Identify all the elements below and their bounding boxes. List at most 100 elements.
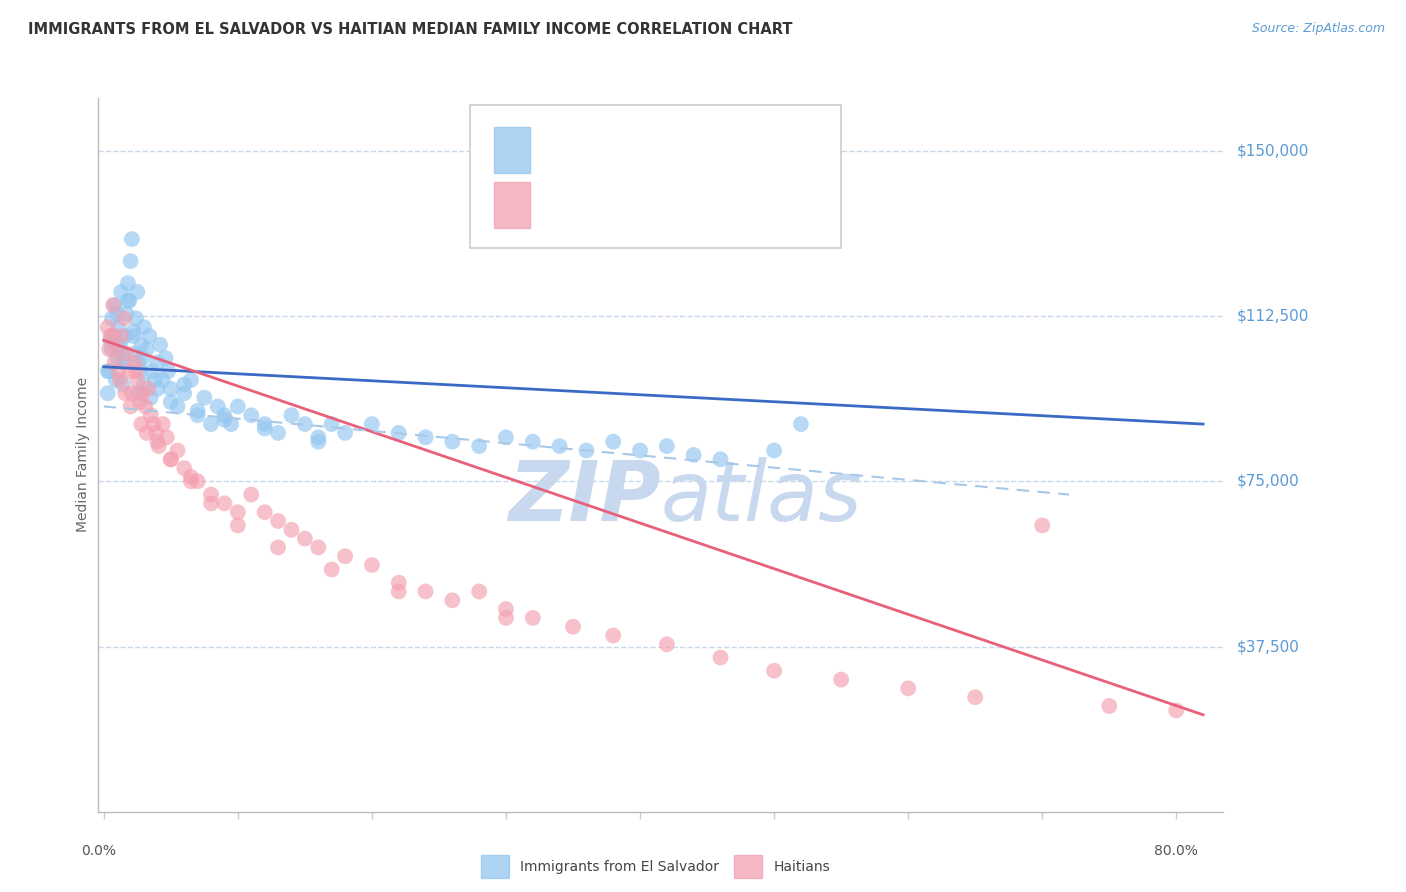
Point: [122, 325, 145, 339]
Text: N = 90: N = 90: [711, 141, 772, 159]
Point: [152, 417, 174, 431]
Point: [100, 329, 122, 343]
Point: [101, 329, 124, 343]
Point: [415, 584, 437, 599]
FancyBboxPatch shape: [470, 105, 841, 248]
Point: [200, 417, 222, 431]
Point: [107, 364, 129, 378]
Point: [98, 364, 121, 378]
Point: [120, 254, 142, 268]
Point: [495, 602, 517, 616]
Point: [214, 412, 236, 426]
Point: [562, 620, 585, 634]
Point: [136, 382, 159, 396]
Point: [709, 452, 731, 467]
Point: [159, 452, 181, 467]
Point: [240, 409, 263, 423]
Point: [280, 409, 302, 423]
Point: [1031, 518, 1053, 533]
Point: [143, 373, 166, 387]
Text: $112,500: $112,500: [1237, 309, 1309, 324]
Point: [187, 475, 209, 489]
Point: [146, 382, 169, 396]
Point: [602, 434, 624, 449]
Bar: [495, 127, 530, 173]
Text: Source: ZipAtlas.com: Source: ZipAtlas.com: [1251, 22, 1385, 36]
Point: [441, 434, 464, 449]
Point: [148, 439, 170, 453]
Point: [159, 452, 181, 467]
Point: [219, 417, 242, 431]
Bar: [734, 855, 762, 878]
Point: [180, 475, 202, 489]
Point: [965, 690, 987, 705]
Point: [103, 329, 125, 343]
Point: [388, 584, 411, 599]
Point: [114, 329, 136, 343]
Point: [166, 443, 188, 458]
Point: [388, 575, 411, 590]
Point: [145, 425, 167, 440]
Point: [173, 461, 195, 475]
Point: [361, 417, 384, 431]
Point: [146, 434, 169, 449]
Point: [104, 373, 127, 387]
Text: 0.0%: 0.0%: [82, 844, 115, 858]
Point: [682, 448, 704, 462]
Point: [128, 355, 150, 369]
Point: [112, 311, 135, 326]
Point: [107, 320, 129, 334]
Text: $150,000: $150,000: [1237, 144, 1309, 159]
Point: [790, 417, 813, 431]
Point: [117, 276, 139, 290]
Point: [307, 434, 329, 449]
Point: [125, 364, 148, 378]
Point: [108, 342, 131, 356]
Point: [361, 558, 384, 572]
Point: [267, 514, 290, 528]
Point: [830, 673, 852, 687]
Point: [155, 351, 177, 365]
Point: [159, 395, 181, 409]
Point: [97, 364, 120, 378]
Point: [129, 364, 152, 378]
Point: [468, 584, 491, 599]
Point: [1098, 698, 1121, 713]
Point: [200, 496, 222, 510]
Point: [134, 400, 156, 414]
Point: [468, 439, 491, 453]
Point: [253, 505, 276, 519]
Y-axis label: Median Family Income: Median Family Income: [76, 377, 90, 533]
Point: [110, 329, 132, 343]
Text: 80.0%: 80.0%: [1154, 844, 1198, 858]
Point: [333, 425, 356, 440]
Point: [103, 298, 125, 312]
Point: [131, 338, 153, 352]
Point: [139, 391, 162, 405]
Point: [138, 329, 160, 343]
Point: [124, 346, 146, 360]
Point: [152, 373, 174, 387]
Point: [441, 593, 464, 607]
Point: [253, 417, 276, 431]
Point: [763, 664, 786, 678]
Point: [118, 364, 141, 378]
Point: [226, 505, 249, 519]
Point: [267, 541, 290, 555]
Point: [173, 377, 195, 392]
Point: [121, 232, 143, 246]
Point: [115, 346, 138, 360]
Point: [110, 285, 132, 299]
Point: [214, 409, 236, 423]
Point: [575, 443, 598, 458]
Point: [121, 386, 143, 401]
Point: [131, 351, 153, 365]
Text: $37,500: $37,500: [1237, 639, 1301, 654]
Point: [131, 417, 153, 431]
Point: [139, 409, 162, 423]
Point: [253, 421, 276, 435]
Point: [333, 549, 356, 564]
Point: [240, 487, 263, 501]
Text: $75,000: $75,000: [1237, 474, 1301, 489]
Point: [128, 386, 150, 401]
